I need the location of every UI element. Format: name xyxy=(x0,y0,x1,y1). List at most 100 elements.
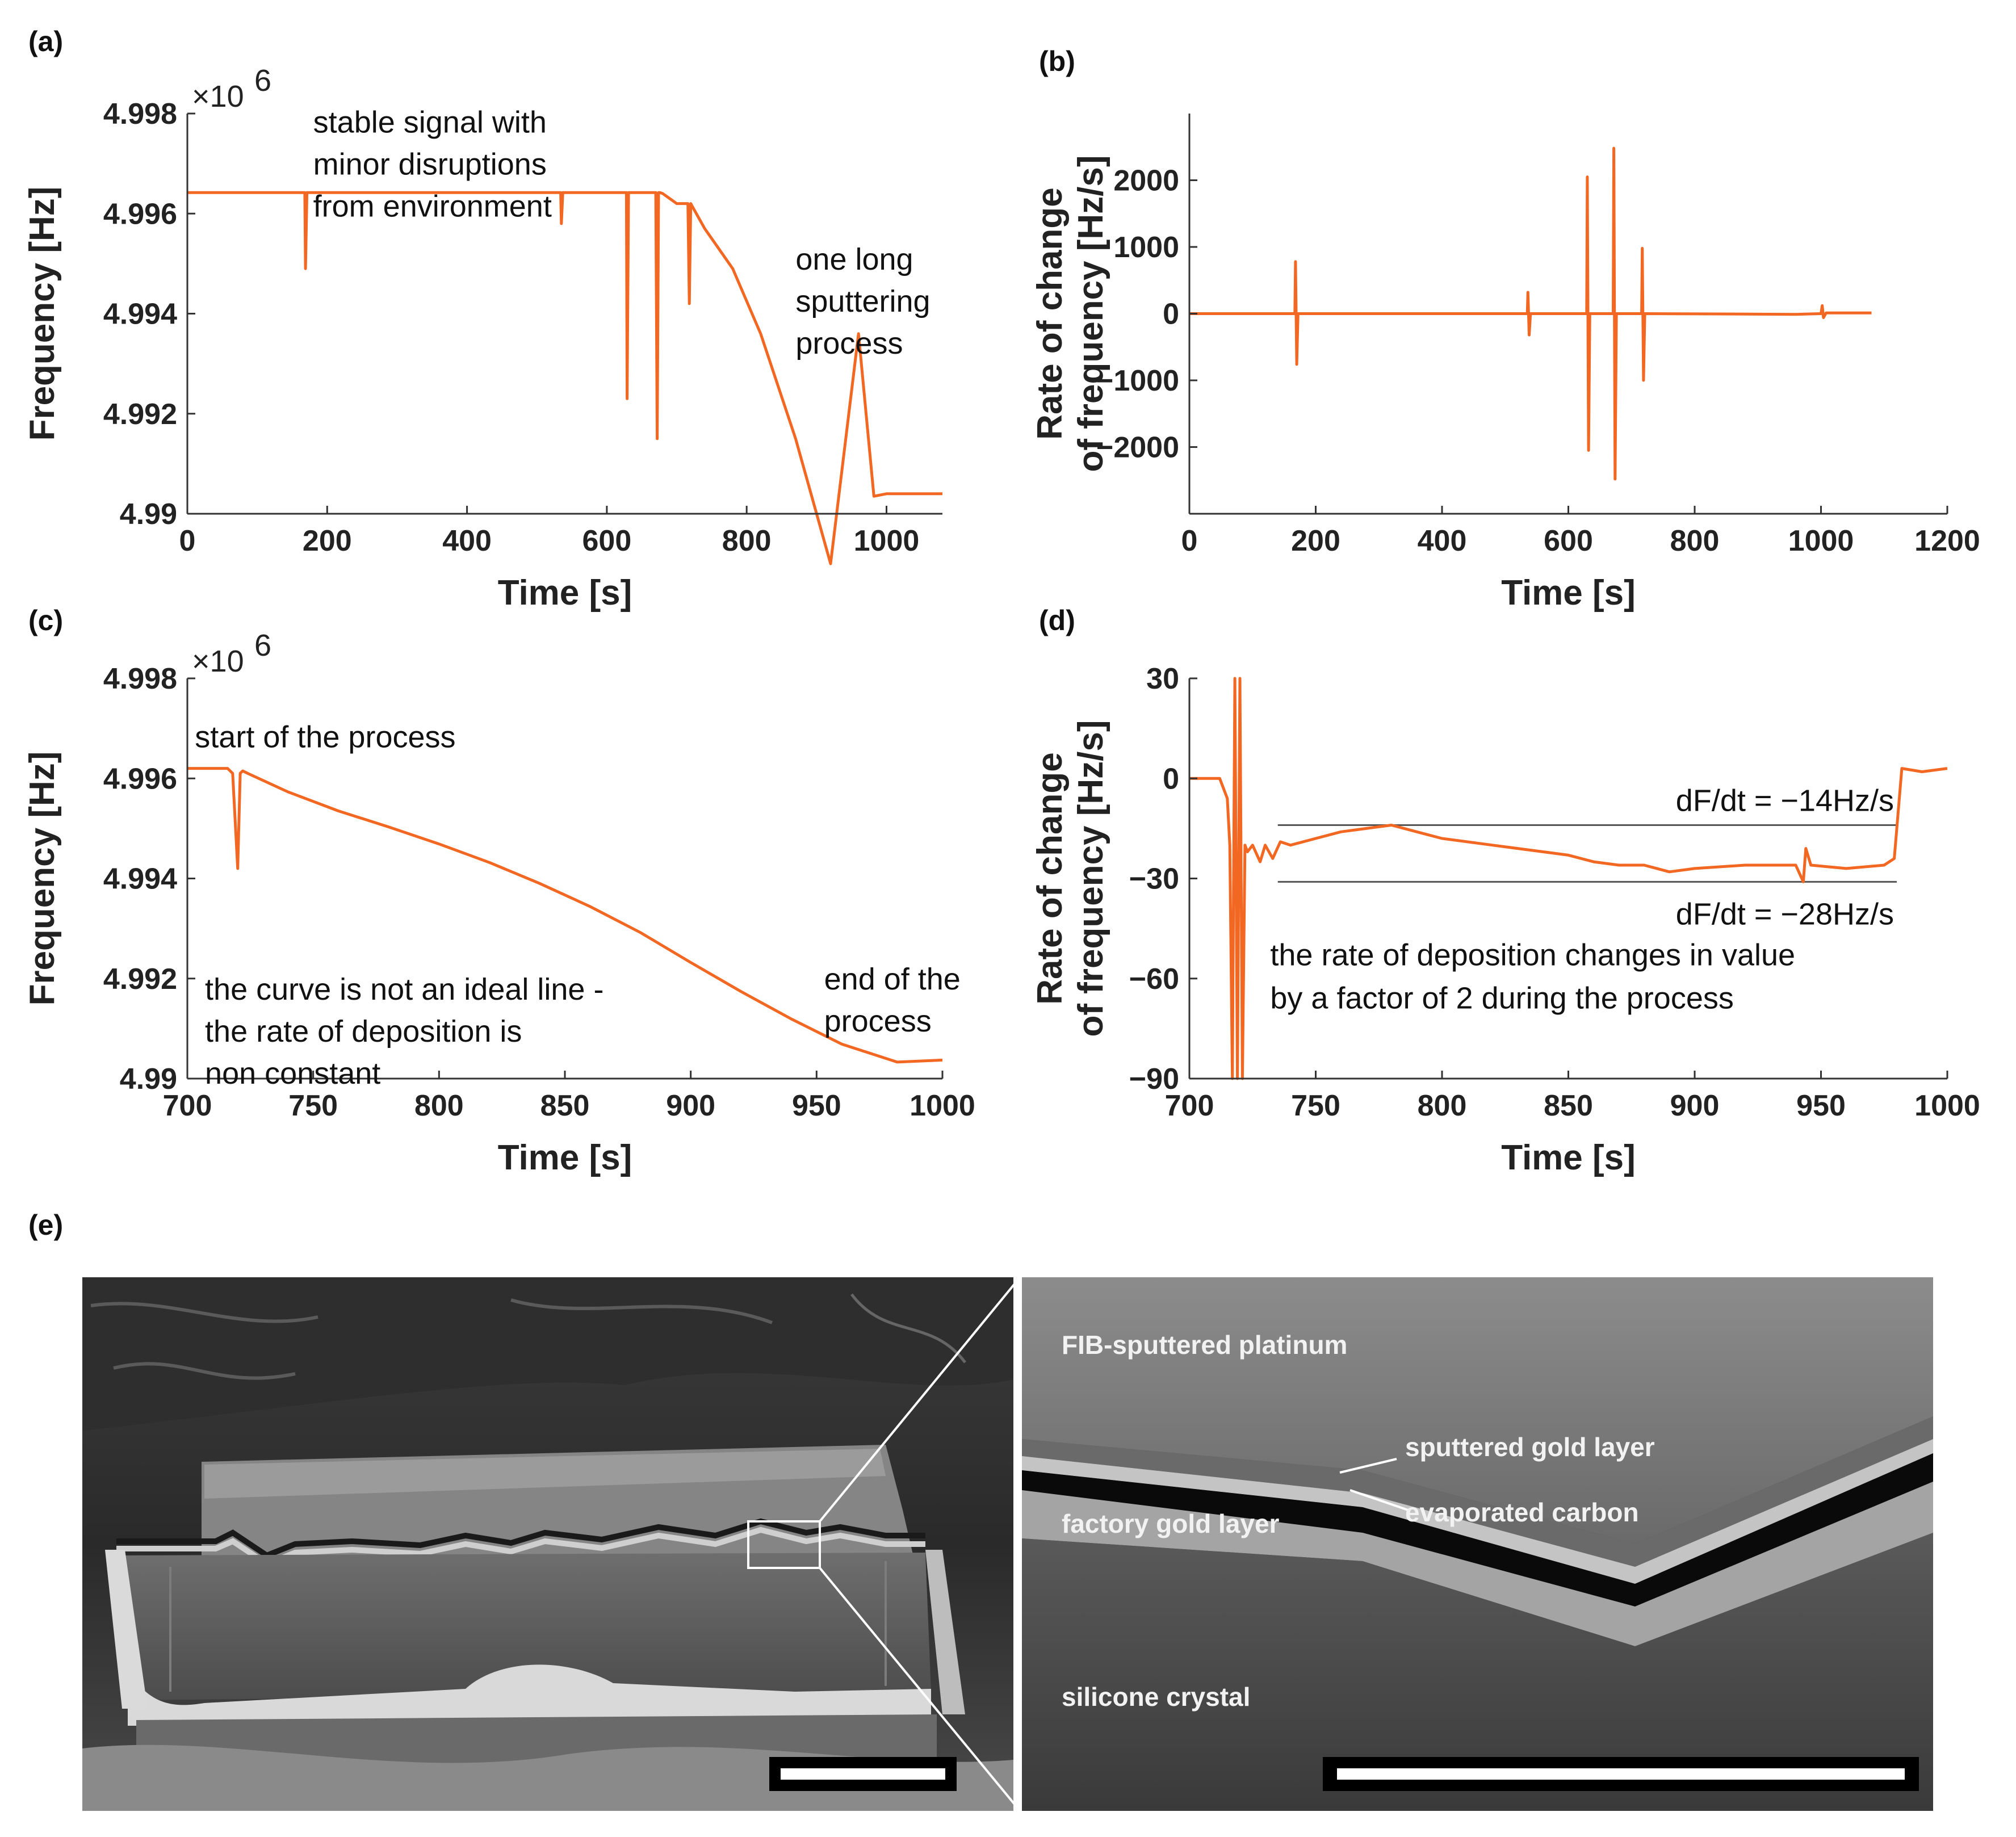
reference-label: dF/dt = −14Hz/s xyxy=(1676,784,1894,818)
panel-label-a: (a) xyxy=(28,26,63,57)
annotation-text: stable signal with xyxy=(313,105,547,139)
label-sputtered-gold: sputtered gold layer xyxy=(1405,1432,1655,1462)
x-tick-label: 1000 xyxy=(909,1089,975,1122)
x-tick-label: 1000 xyxy=(854,525,920,557)
annotation-text: the rate of deposition changes in value xyxy=(1270,938,1795,972)
x-axis-title: Time [s] xyxy=(498,573,632,613)
y-axis-title-line: of frequency [Hz/s] xyxy=(1071,720,1110,1037)
annotation-text: non constant xyxy=(205,1056,380,1091)
x-tick-label: 700 xyxy=(163,1089,212,1122)
label-platinum: FIB-sputtered platinum xyxy=(1062,1330,1347,1360)
x-tick-label: 600 xyxy=(582,525,632,557)
x-tick-label: 900 xyxy=(1670,1089,1720,1122)
x-tick-label: 0 xyxy=(1181,525,1198,557)
chart-d: 700 750 800 850 900 950 1000 −90 −60 −30 0 30 Time [… xyxy=(1030,662,1980,1177)
y-tick-label: −60 xyxy=(1129,963,1179,996)
x-tick-label: 800 xyxy=(1418,1089,1467,1122)
panel-label-d: (d) xyxy=(1039,605,1075,636)
y-axis-title: Frequency [Hz] xyxy=(23,752,62,1006)
label-silicon-crystal: silicone crystal xyxy=(1062,1682,1250,1712)
x-tick-label: 900 xyxy=(666,1089,715,1122)
y-tick-label: 30 xyxy=(1146,662,1179,695)
sem-overview-image xyxy=(82,1277,1013,1811)
annotation-text: the rate of deposition is xyxy=(205,1014,522,1048)
y-axis-multiplier: ×10 xyxy=(192,79,244,114)
y-tick-label: 4.99 xyxy=(120,498,177,531)
x-tick-label: 400 xyxy=(442,525,492,557)
x-axis-title: Time [s] xyxy=(498,1138,632,1177)
y-axis-multiplier-exponent: 6 xyxy=(254,64,271,98)
x-axis-title: Time [s] xyxy=(1501,1138,1636,1177)
x-tick-label: 850 xyxy=(1544,1089,1593,1122)
annotation-text: one long xyxy=(795,242,913,276)
annotation-text: process xyxy=(795,326,903,360)
y-tick-label: −30 xyxy=(1129,863,1179,896)
x-tick-label: 750 xyxy=(1291,1089,1340,1122)
x-tick-label: 0 xyxy=(179,525,196,557)
chart-c: 700 750 800 850 900 950 1000 4.99 4.992 4.994 4.99… xyxy=(23,628,975,1177)
y-axis-multiplier-exponent: 6 xyxy=(254,628,271,662)
x-tick-label: 850 xyxy=(540,1089,590,1122)
x-tick-label: 750 xyxy=(288,1089,338,1122)
y-tick-label: 4.996 xyxy=(103,198,177,230)
y-tick-label: 4.998 xyxy=(103,662,177,695)
annotation-text: start of the process xyxy=(195,720,455,754)
micrograph-panel: FIB-sputtered platinum sputtered gold la… xyxy=(82,1277,1933,1811)
y-tick-label: 0 xyxy=(1163,298,1179,331)
y-axis-multiplier: ×10 xyxy=(192,644,244,678)
x-tick-label: 800 xyxy=(1670,525,1720,557)
y-axis-title: Frequency [Hz] xyxy=(23,187,62,441)
annotation-text: end of the xyxy=(824,962,961,996)
x-tick-label: 200 xyxy=(303,525,352,557)
chart-b: 0 200 400 600 800 1000 1200 −2000 −1000 0 1000 2000… xyxy=(1030,114,1980,613)
label-factory-gold: factory gold layer xyxy=(1062,1509,1280,1538)
x-axis-title: Time [s] xyxy=(1501,573,1636,613)
y-tick-label: −90 xyxy=(1129,1063,1179,1096)
reference-label: dF/dt = −28Hz/s xyxy=(1676,897,1894,931)
annotation-text: from environment xyxy=(313,190,552,224)
y-tick-label: 4.998 xyxy=(103,98,177,131)
y-axis-title-line: Rate of change xyxy=(1030,752,1070,1004)
y-tick-label: 4.994 xyxy=(103,863,177,896)
x-tick-label: 950 xyxy=(792,1089,841,1122)
annotation-text: by a factor of 2 during the process xyxy=(1270,982,1733,1016)
zoom-line-top xyxy=(819,1277,1020,1523)
y-tick-label: −2000 xyxy=(1096,431,1179,464)
y-tick-label: 4.99 xyxy=(120,1063,177,1096)
x-tick-label: 800 xyxy=(722,525,772,557)
y-tick-label: 4.992 xyxy=(103,963,177,996)
x-tick-label: 800 xyxy=(414,1089,464,1122)
series-line-a xyxy=(187,191,942,565)
x-tick-label: 950 xyxy=(1796,1089,1846,1122)
y-tick-label: 4.994 xyxy=(103,298,177,331)
x-tick-label: 1000 xyxy=(1914,1089,1980,1122)
y-tick-label: 4.992 xyxy=(103,398,177,431)
y-axis-title-line: of frequency [Hz/s] xyxy=(1071,155,1110,472)
panel-label-e: (e) xyxy=(28,1209,63,1241)
panel-label-b: (b) xyxy=(1039,45,1075,77)
y-axis-title-line: Rate of change xyxy=(1030,187,1070,439)
panel-label-c: (c) xyxy=(28,605,63,636)
x-tick-label: 600 xyxy=(1544,525,1593,557)
x-tick-label: 200 xyxy=(1291,525,1340,557)
series-line-b xyxy=(1189,146,1872,481)
y-tick-label: 1000 xyxy=(1113,231,1179,264)
sem-cross-section-image: FIB-sputtered platinum sputtered gold la… xyxy=(1022,1277,1933,1811)
annotation-text: the curve is not an ideal line - xyxy=(205,972,603,1006)
annotation-text: sputtering xyxy=(795,284,930,318)
annotation-text: minor disruptions xyxy=(313,148,547,182)
x-tick-label: 400 xyxy=(1418,525,1467,557)
y-tick-label: 2000 xyxy=(1113,165,1179,198)
chart-a: 0 200 400 600 800 1000 4.99 4.992 4.994 4.996 4.99… xyxy=(23,64,942,613)
x-tick-label: 700 xyxy=(1165,1089,1214,1122)
x-tick-label: 1000 xyxy=(1788,525,1854,557)
series-line-c xyxy=(187,767,943,1064)
label-evaporated-carbon: evaporated carbon xyxy=(1405,1498,1639,1527)
y-tick-label: −1000 xyxy=(1096,364,1179,397)
series-line-d xyxy=(1189,677,1948,1080)
y-tick-label: 4.996 xyxy=(103,762,177,795)
zoom-line-bottom xyxy=(819,1567,1020,1811)
annotation-text: process xyxy=(824,1004,932,1038)
x-tick-label: 1200 xyxy=(1914,525,1980,557)
